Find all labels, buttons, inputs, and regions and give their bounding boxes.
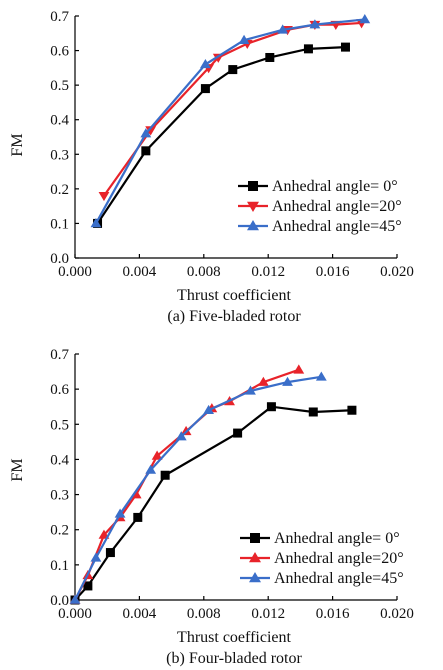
x-tick-label: 0.008 [187, 264, 221, 280]
series-2 [90, 14, 371, 228]
x-tick-label: 0.000 [58, 606, 92, 622]
series-2 [69, 371, 327, 604]
data-point [151, 450, 163, 460]
data-point [308, 407, 318, 417]
y-tick-label: 0.2 [50, 523, 69, 539]
data-point [347, 405, 357, 415]
data-point [265, 52, 275, 62]
x-tick-label: 0.016 [316, 606, 350, 622]
data-point [90, 218, 102, 228]
data-point [69, 594, 81, 604]
x-tick-label: 0.016 [316, 264, 350, 280]
data-point [160, 470, 170, 480]
data-point [315, 371, 327, 381]
y-tick-label: 0.1 [50, 558, 69, 574]
x-tick-label: 0.004 [123, 264, 157, 280]
y-tick-label: 0.0 [50, 593, 69, 609]
legend-marker [250, 533, 260, 543]
x-tick-label: 0.012 [251, 264, 285, 280]
y-tick-label: 0.5 [50, 417, 69, 433]
legend-marker [249, 552, 261, 563]
y-tick-label: 0.6 [50, 44, 69, 60]
legend-label: Anhedral angle=45° [272, 218, 402, 235]
data-point [145, 464, 157, 474]
legend-marker [247, 201, 259, 212]
y-tick-label: 0.3 [50, 147, 69, 163]
y-tick-label: 0.4 [50, 452, 69, 468]
legend-marker [247, 220, 259, 231]
data-point [309, 19, 321, 29]
legend: Anhedral angle= 0° Anhedral angle=20° Anhe… [240, 530, 404, 587]
x-tick-label: 0.012 [251, 606, 285, 622]
y-tick-label: 0.6 [50, 382, 69, 398]
data-point [145, 126, 157, 136]
series-line [96, 46, 346, 225]
data-point [340, 42, 350, 52]
data-point [90, 552, 102, 562]
y-tick-label: 0.1 [50, 216, 69, 232]
y-tick-label: 0.2 [50, 182, 69, 198]
x-axis-label: Thrust coefficient [177, 287, 291, 304]
legend-label: Anhedral angle=20° [272, 198, 402, 215]
y-tick-label: 0.3 [50, 488, 69, 504]
data-point [238, 34, 250, 44]
x-tick-label: 0.008 [187, 606, 221, 622]
data-point [200, 84, 210, 94]
legend: Anhedral angle= 0° Anhedral angle=20° Anhe… [238, 178, 402, 235]
data-point [98, 191, 110, 202]
x-tick-label: 0.020 [380, 264, 414, 280]
series-1 [69, 364, 305, 604]
data-point [105, 548, 115, 558]
y-tick-label: 0.7 [50, 347, 69, 363]
x-axis-label: Thrust coefficient [177, 629, 291, 646]
data-point [233, 428, 243, 438]
legend-label: Anhedral angle=45° [274, 570, 404, 587]
legend-label: Anhedral angle= 0° [274, 530, 400, 547]
data-point [212, 53, 224, 63]
series-line [74, 368, 300, 601]
data-point [257, 376, 269, 386]
legend-label: Anhedral angle=20° [274, 550, 404, 567]
data-point [83, 581, 93, 591]
y-tick-label: 0.4 [50, 113, 69, 129]
data-point [140, 128, 152, 138]
data-point [114, 508, 126, 518]
data-point [203, 404, 215, 415]
chart-caption: (a) Five-bladed rotor [167, 308, 301, 325]
legend-marker [248, 181, 258, 191]
data-point [359, 14, 371, 24]
data-point [228, 65, 238, 75]
y-tick-label: 0.5 [50, 78, 69, 94]
y-tick-label: 0.0 [50, 251, 69, 267]
y-axis-label: FM [9, 133, 26, 156]
x-tick-label: 0.000 [58, 264, 92, 280]
chart-panel-b: FM Thrust coefficient (b) Four-bladed ro… [9, 347, 414, 667]
data-point [245, 385, 256, 395]
legend-marker [249, 572, 261, 583]
chart-panel-a: FM Thrust coefficient (a) Five-bladed ro… [9, 9, 414, 325]
legend-label: Anhedral angle= 0° [272, 178, 398, 195]
data-point [266, 402, 276, 412]
data-point [133, 512, 143, 522]
data-point [303, 44, 313, 54]
y-tick-label: 0.7 [50, 9, 69, 25]
data-point [293, 364, 305, 374]
data-point [175, 431, 187, 441]
data-point [277, 24, 289, 34]
x-tick-label: 0.020 [380, 606, 414, 622]
data-point [282, 376, 293, 386]
x-tick-label: 0.004 [123, 606, 157, 622]
data-point [200, 59, 211, 69]
y-axis-label: FM [9, 458, 26, 481]
chart-caption: (b) Four-bladed rotor [166, 650, 302, 667]
data-point [141, 146, 151, 156]
